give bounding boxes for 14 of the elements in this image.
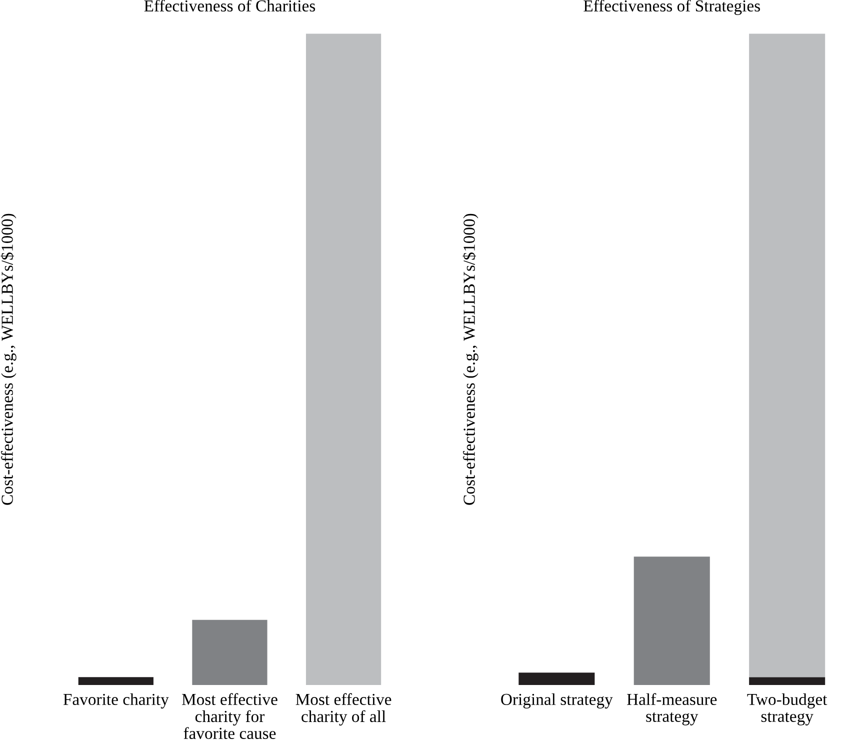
bar [749,677,826,685]
bar [749,34,826,678]
bar [518,672,595,685]
y-axis-title: Cost-effectiveness (e.g., WELLBYs/$1000) [0,214,16,505]
x-tick-label: Most effective charity for favorite cause [182,693,278,739]
x-tick-label: Two-budget strategy [747,693,828,726]
y-axis-title: Cost-effectiveness (e.g., WELLBYs/$1000) [462,214,478,505]
bar [634,556,710,685]
chart-title: Effectiveness of Charities [144,0,316,12]
chart-title: Effectiveness of Strategies [584,0,760,15]
x-tick-label: Half-measure strategy [627,693,717,726]
x-tick-label: Favorite charity [63,693,169,708]
x-tick-label: Original strategy [501,693,613,708]
x-tick-label: Most effective charity of all [296,693,392,726]
